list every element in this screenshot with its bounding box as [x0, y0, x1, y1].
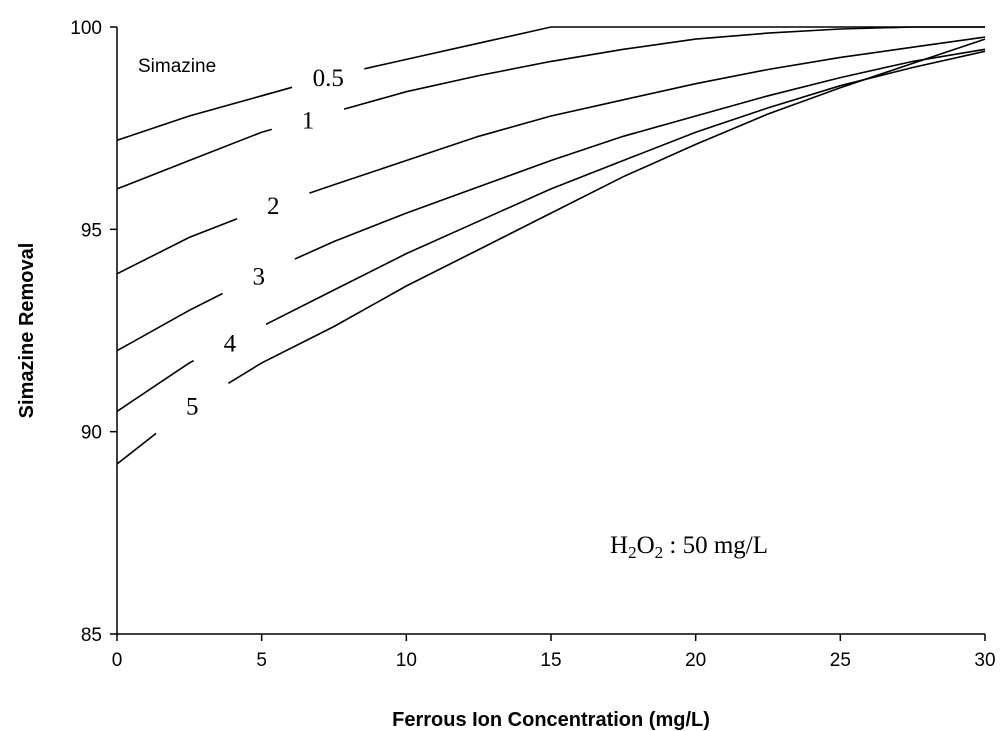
y-axis-ticks: 85 90 95 100	[70, 18, 117, 646]
h2o2-annotation: H2O2 : 50 mg/L	[610, 532, 768, 562]
corner-label: Simazine	[138, 56, 216, 77]
annotation-tail: : 50 mg/L	[663, 532, 768, 559]
series-label: 5	[186, 394, 199, 421]
series-label: 1	[302, 107, 315, 134]
x-tick-label: 5	[256, 650, 267, 671]
x-tick-label: 0	[112, 650, 123, 671]
x-tick-label: 25	[830, 650, 851, 671]
series-label: 2	[267, 193, 280, 220]
x-axis-ticks: 0 5 10 15 20 25 30	[112, 634, 996, 671]
y-tick-label: 85	[81, 625, 102, 646]
annotation-o: O	[637, 532, 655, 559]
x-tick-label: 15	[540, 650, 561, 671]
series-0-5: 0.5	[116, 26, 985, 142]
x-tick-label: 20	[685, 650, 706, 671]
series-line	[364, 26, 985, 70]
series-line	[294, 48, 986, 260]
series-line	[116, 292, 223, 352]
series-4: 4	[116, 50, 986, 413]
series-line	[116, 359, 195, 413]
plot-area: 0.5 1 2 3 4 5	[116, 26, 986, 465]
annotation-sub1: 2	[628, 543, 637, 562]
series-label: 4	[224, 330, 237, 357]
x-tick-label: 10	[396, 650, 417, 671]
series-line	[343, 26, 985, 110]
series-line	[227, 38, 986, 384]
annotation-h: H	[610, 532, 628, 559]
series-line	[265, 50, 986, 326]
annotation-sub2: 2	[655, 543, 664, 562]
x-axis-title: Ferrous Ion Concentration (mg/L)	[392, 709, 710, 731]
series-2: 2	[116, 36, 986, 275]
series-line	[116, 432, 157, 465]
x-tick-label: 30	[974, 650, 995, 671]
series-line	[116, 86, 293, 142]
series-line	[309, 36, 986, 194]
series-3: 3	[116, 48, 986, 352]
series-label: 0.5	[313, 65, 344, 92]
y-tick-label: 90	[81, 423, 102, 444]
series-line	[116, 128, 273, 190]
y-tick-label: 95	[81, 220, 102, 241]
series-line	[116, 217, 238, 275]
series-1: 1	[116, 26, 985, 190]
y-axis-title: Simazine Removal	[16, 243, 38, 419]
series-label: 3	[253, 263, 266, 290]
series-5: 5	[116, 38, 986, 465]
y-tick-label: 100	[70, 18, 102, 39]
